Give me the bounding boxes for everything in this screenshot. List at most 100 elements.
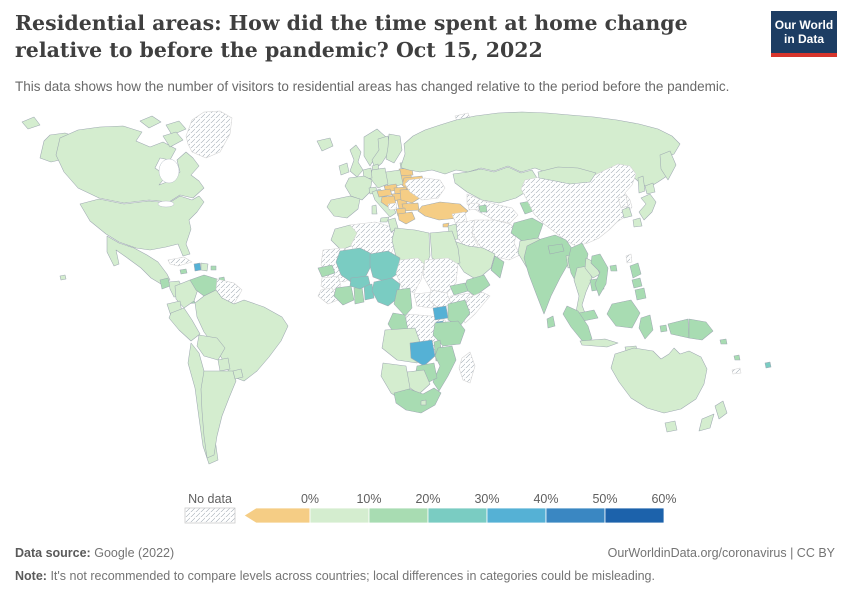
country-ukraine[interactable] — [404, 177, 446, 201]
country-tanzania[interactable] — [432, 320, 466, 347]
country-hainan[interactable] — [609, 264, 618, 272]
country-baffin-island[interactable] — [162, 131, 184, 148]
legend-swatch-50-60[interactable] — [604, 507, 665, 524]
country-papua-new-guinea[interactable] — [688, 318, 714, 341]
country-japan-honshu[interactable] — [638, 193, 657, 221]
country-greenland[interactable] — [185, 110, 233, 159]
country-senegal[interactable] — [317, 264, 336, 278]
country-arctic-island-1[interactable] — [139, 115, 162, 129]
country-fiji[interactable] — [764, 361, 772, 369]
country-madagascar[interactable] — [458, 351, 476, 384]
country-sierraleone-liberia[interactable] — [317, 287, 339, 305]
footer: Data source: Google (2022) OurWorldinDat… — [15, 546, 835, 583]
country-new-zealand-north[interactable] — [714, 400, 728, 420]
country-japan-kyushu[interactable] — [632, 217, 643, 228]
country-solomon-islands[interactable] — [719, 338, 728, 345]
country-iceland[interactable] — [316, 137, 334, 152]
country-burkina-faso[interactable] — [349, 275, 371, 290]
legend-swatch-30-40[interactable] — [486, 507, 547, 524]
legend-swatch-0-10[interactable] — [309, 507, 370, 524]
country-new-caledonia[interactable] — [731, 367, 742, 375]
country-oman[interactable] — [490, 255, 505, 279]
country-lesotho[interactable] — [420, 399, 427, 406]
country-india[interactable] — [523, 234, 574, 315]
country-guatemala[interactable] — [159, 277, 171, 290]
country-dominican-republic[interactable] — [200, 262, 209, 272]
country-egypt[interactable] — [429, 230, 461, 267]
legend-tick-40: 40% — [533, 492, 558, 506]
country-philippines-mindanao[interactable] — [634, 287, 647, 301]
country-argentina[interactable] — [200, 370, 237, 459]
country-peru[interactable] — [168, 307, 201, 342]
owid-logo[interactable]: Our World in Data — [771, 11, 837, 57]
country-greece[interactable] — [397, 211, 416, 225]
country-cameroon[interactable] — [393, 287, 413, 317]
country-ghana[interactable] — [353, 286, 365, 305]
country-nigeria[interactable] — [371, 277, 401, 307]
country-iberia[interactable] — [326, 195, 361, 219]
country-finland[interactable] — [385, 133, 403, 164]
country-sardinia[interactable] — [371, 204, 378, 215]
country-zambia[interactable] — [409, 339, 436, 367]
country-japan-hokkaido[interactable] — [644, 182, 656, 195]
country-vanuatu[interactable] — [733, 354, 741, 361]
country-sulawesi[interactable] — [638, 314, 654, 340]
country-mozambique[interactable] — [432, 345, 457, 392]
country-cote-divoire[interactable] — [333, 285, 355, 306]
country-south-africa[interactable] — [393, 387, 442, 414]
country-yemen[interactable] — [463, 274, 491, 297]
country-bosnia[interactable] — [387, 202, 398, 211]
country-paraguay[interactable] — [217, 357, 231, 372]
country-azerbaijan[interactable] — [478, 204, 488, 213]
country-borneo[interactable] — [606, 299, 641, 329]
country-france[interactable] — [344, 175, 373, 201]
country-arctic-island-2[interactable] — [165, 120, 187, 136]
country-brazil[interactable] — [194, 289, 289, 382]
country-sri-lanka[interactable] — [546, 315, 556, 329]
footer-link[interactable]: OurWorldinData.org/coronavirus | CC BY — [607, 546, 835, 560]
country-eritrea[interactable] — [449, 282, 469, 296]
country-nepal[interactable] — [547, 243, 565, 255]
country-tasmania[interactable] — [664, 420, 678, 433]
page-title: Residential areas: How did the time spen… — [15, 11, 688, 63]
country-togo-benin[interactable] — [363, 283, 375, 301]
country-niger[interactable] — [369, 250, 401, 283]
country-haiti[interactable] — [193, 262, 202, 272]
country-ireland[interactable] — [338, 162, 350, 176]
legend-swatch-below-0[interactable] — [243, 507, 311, 524]
country-moluccas[interactable] — [659, 324, 668, 333]
country-uruguay[interactable] — [232, 368, 244, 380]
country-germany[interactable] — [369, 167, 389, 189]
legend-swatch-40-50[interactable] — [545, 507, 606, 524]
country-sakhalin[interactable] — [637, 175, 646, 194]
country-mongolia[interactable] — [537, 166, 597, 185]
country-new-zealand-south[interactable] — [698, 413, 715, 432]
country-philippines-visayas[interactable] — [631, 277, 643, 289]
country-mexico[interactable] — [106, 235, 171, 285]
country-georgia[interactable] — [467, 202, 480, 211]
country-taiwan[interactable] — [625, 253, 633, 264]
country-philippines-luzon[interactable] — [629, 262, 642, 279]
country-uk[interactable] — [349, 144, 364, 178]
country-vietnam[interactable] — [590, 253, 609, 297]
country-java[interactable] — [579, 338, 619, 348]
country-uganda[interactable] — [432, 305, 449, 321]
country-puerto-rico[interactable] — [210, 265, 217, 271]
country-kamchatka[interactable] — [659, 150, 677, 181]
country-south-korea[interactable] — [621, 206, 633, 219]
country-cuba[interactable] — [167, 256, 193, 267]
country-australia[interactable] — [610, 347, 708, 414]
country-chad[interactable] — [395, 257, 425, 294]
country-north-korea[interactable] — [617, 194, 629, 209]
legend-swatch-10-20[interactable] — [368, 507, 429, 524]
legend-swatch-20-30[interactable] — [427, 507, 488, 524]
country-jamaica[interactable] — [179, 268, 188, 275]
country-hawaii[interactable] — [59, 274, 67, 281]
country-kenya[interactable] — [447, 299, 471, 327]
country-usa[interactable] — [79, 195, 205, 257]
country-sicily[interactable] — [379, 216, 390, 223]
country-russia-chukotka-wrap[interactable] — [21, 116, 41, 130]
country-papua-west[interactable] — [667, 318, 690, 339]
country-canada[interactable] — [55, 125, 205, 204]
no-data-swatch[interactable] — [184, 507, 236, 524]
